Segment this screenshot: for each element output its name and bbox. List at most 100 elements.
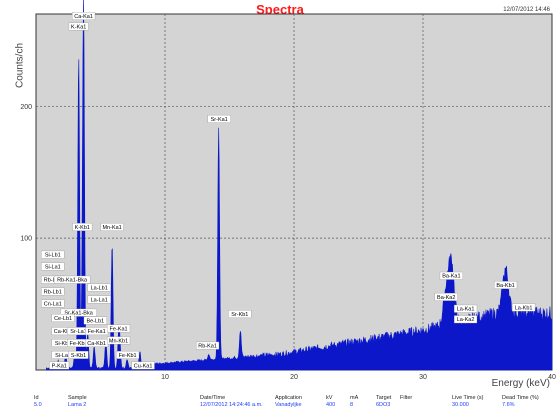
- peak-label: Ca-Kb1: [85, 339, 109, 347]
- x-axis-label: Energy (keV): [492, 378, 550, 389]
- peak-label-box: [107, 324, 131, 333]
- value-target: 6DO3: [376, 402, 391, 408]
- peak-label-text: Sr-La1: [70, 329, 87, 335]
- peak-label-box: [41, 287, 65, 296]
- peak-label-text: Fe-Kb1: [70, 341, 88, 347]
- peak-label-text: Rb-Lb1: [44, 290, 62, 296]
- peak-label-box: [107, 336, 131, 345]
- peak-label: Ca-Ka1: [72, 12, 96, 20]
- header-datetime: Date/Time: [200, 395, 226, 401]
- peak-label-text: Sr-Kb1: [231, 312, 248, 318]
- peak-label-box: [196, 341, 220, 350]
- peak-label-box: [494, 281, 518, 289]
- peak-label: Mn-Ka1: [100, 223, 124, 231]
- value-ma: 8: [350, 402, 354, 408]
- header-target: Target: [376, 395, 392, 401]
- peak-label-text: Rb-Ka1: [198, 344, 217, 350]
- peak-label-text: Be-Lb1: [86, 319, 104, 325]
- x-tick-label: 10: [161, 374, 169, 381]
- peak-label: Be-Lb1: [83, 316, 107, 325]
- peak-label-text: La-Lb1: [91, 286, 108, 292]
- peak-label-box: [87, 295, 111, 304]
- peak-label-box: [512, 303, 536, 312]
- value-datetime: 12/07/2012 14:24:46 a.m.: [200, 402, 263, 408]
- peak-label-box: [439, 271, 463, 280]
- peak-label-text: Ba-Ka2: [437, 295, 455, 301]
- peak-label-box: [228, 310, 252, 318]
- peak-label-text: Si-La1: [45, 264, 61, 270]
- peak-label: Mn-Kb1: [107, 336, 131, 345]
- peak-labels: Ca-Ka1 K-Ka1 K-Kb1 Si-Lb1 Si-La1 Rb-Lb1 Rb-Lb1…: [41, 12, 536, 370]
- peak-label: P-Ka1: [49, 361, 70, 370]
- peak-label-text: Si-La1: [55, 353, 71, 359]
- peak-label-box: [434, 292, 458, 301]
- peak-label: Fe-Ka1: [107, 324, 131, 333]
- peak-label-box: [41, 250, 65, 259]
- header-filter: Filter: [400, 395, 413, 401]
- peak-label: Fe-Kb1: [116, 350, 140, 359]
- peak-label-text: Ca-Kb1: [87, 341, 106, 347]
- peak-label-box: [116, 350, 140, 359]
- peak-label-text: La-Ka2: [457, 317, 475, 323]
- peak-label: S-Kb1: [68, 350, 89, 359]
- peak-label-box: [87, 283, 111, 292]
- peak-label-box: [49, 361, 70, 370]
- x-tick-label: 40: [548, 374, 556, 381]
- header-live-time: Live Time (s): [452, 395, 484, 401]
- value-sample: Lama 2: [68, 402, 87, 408]
- peak-label: Ba-Ka2: [434, 292, 458, 301]
- peak-label-text: Rb-Ka1-Bka: [57, 278, 88, 284]
- peak-label-box: [72, 12, 96, 20]
- peak-label-box: [454, 315, 478, 324]
- peak-label-text: La-Kb1: [515, 305, 533, 311]
- peak-label: Ce-Lb1: [51, 314, 75, 322]
- peak-label-box: [100, 223, 124, 231]
- peak-label-box: [60, 308, 97, 317]
- value-kv: 400: [326, 402, 336, 408]
- value-dead-time: 7.6%: [502, 402, 515, 408]
- peak-label-text: Ca-Kb1: [54, 329, 73, 335]
- value-application: Vanadyljke: [275, 402, 302, 408]
- peak-label-text: Ba-Ka1: [442, 274, 460, 280]
- peak-label: La-Ka2: [454, 315, 478, 324]
- x-tick-label: 20: [290, 374, 298, 381]
- peak-label-box: [83, 316, 107, 325]
- peak-label-text: Rb-Lb1: [44, 278, 62, 284]
- peak-label: Rb-Ka1-Bka: [53, 275, 91, 284]
- peak-label-box: [68, 22, 89, 31]
- peak-label: Ba-Ka1: [439, 271, 463, 280]
- peak-label: Sr-Ka1-Bka: [60, 308, 97, 317]
- peak-label-box: [41, 299, 65, 308]
- header-application: Application: [275, 395, 302, 401]
- peak-label-text: Mn-Ka1: [102, 225, 121, 231]
- header-sample: Sample: [68, 395, 87, 401]
- peak-label-text: Si-Kb1: [55, 341, 72, 347]
- y-tick-label: 100: [20, 236, 32, 243]
- spectrum-chart: Ca-Ka1 K-Ka1 K-Kb1 Si-Lb1 Si-La1 Rb-Lb1 Rb-Lb1…: [20, 0, 556, 389]
- peak-label-box: [68, 350, 89, 359]
- peak-label: Rb-Lb1: [41, 287, 65, 296]
- peak-label-box: [51, 314, 75, 322]
- peak-label: Si-Lb1: [41, 250, 65, 259]
- peak-label-text: Sr-Ka1: [211, 117, 228, 123]
- peak-label-box: [131, 361, 155, 370]
- peak-label-text: La-La1: [91, 297, 108, 303]
- y-tick-label: 200: [20, 104, 32, 111]
- peak-label-text: Ba-Kb1: [496, 283, 514, 289]
- header-ma: mA: [350, 395, 359, 401]
- peak-label-box: [41, 262, 65, 271]
- peak-label: Si-La1: [41, 262, 65, 271]
- peak-label: Sr-Kb1: [228, 310, 252, 318]
- measurement-info-table: Id Sample Date/Time Application kV mA Ta…: [0, 389, 560, 409]
- header-id: Id: [34, 395, 39, 401]
- chart-datetime: 12/07/2012 14:46: [503, 7, 550, 13]
- axis-ticks: 10 20 30 40 100 200: [20, 104, 556, 381]
- peak-label-text: K-Ka1: [71, 25, 86, 31]
- peak-label: La-Kb1: [512, 303, 536, 312]
- peak-label-text: Fe-Kb1: [119, 353, 137, 359]
- peak-label: Sr-Ka1: [207, 114, 231, 123]
- value-live-time: 30.000: [452, 402, 469, 408]
- peak-label-text: Ce-Lb1: [54, 316, 72, 322]
- header-kv: kV: [326, 395, 333, 401]
- peak-label: Rb-Ka1: [196, 341, 220, 350]
